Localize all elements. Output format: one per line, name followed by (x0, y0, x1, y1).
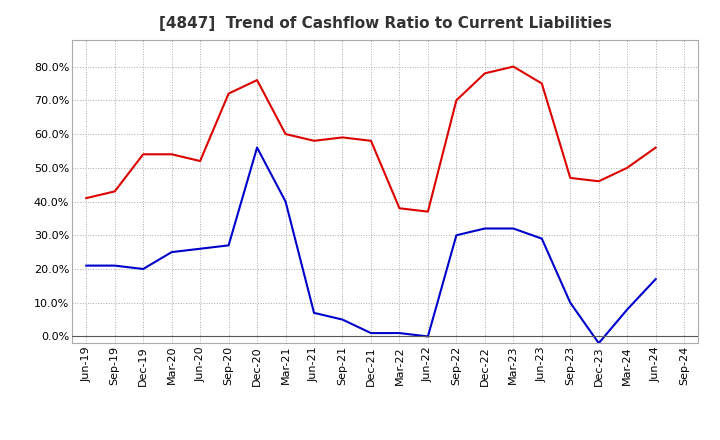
Operating CF to Current Liabilities (423, 209, 432, 214)
Free CF to Current Liabilities (139, 266, 148, 271)
Free CF to Current Liabilities (509, 226, 518, 231)
Free CF to Current Liabilities (537, 236, 546, 241)
Free CF to Current Liabilities (110, 263, 119, 268)
Operating CF to Current Liabilities (480, 71, 489, 76)
Line: Free CF to Current Liabilities: Free CF to Current Liabilities (86, 147, 656, 343)
Free CF to Current Liabilities (82, 263, 91, 268)
Operating CF to Current Liabilities (395, 205, 404, 211)
Operating CF to Current Liabilities (167, 152, 176, 157)
Operating CF to Current Liabilities (366, 138, 375, 143)
Title: [4847]  Trend of Cashflow Ratio to Current Liabilities: [4847] Trend of Cashflow Ratio to Curren… (159, 16, 611, 32)
Operating CF to Current Liabilities (225, 91, 233, 96)
Operating CF to Current Liabilities (537, 81, 546, 86)
Free CF to Current Liabilities (338, 317, 347, 322)
Free CF to Current Liabilities (310, 310, 318, 315)
Free CF to Current Liabilities (652, 276, 660, 282)
Operating CF to Current Liabilities (566, 175, 575, 180)
Free CF to Current Liabilities (225, 243, 233, 248)
Free CF to Current Liabilities (167, 249, 176, 255)
Operating CF to Current Liabilities (110, 189, 119, 194)
Free CF to Current Liabilities (395, 330, 404, 336)
Free CF to Current Liabilities (623, 307, 631, 312)
Line: Operating CF to Current Liabilities: Operating CF to Current Liabilities (86, 66, 656, 212)
Free CF to Current Liabilities (595, 341, 603, 346)
Operating CF to Current Liabilities (652, 145, 660, 150)
Operating CF to Current Liabilities (82, 195, 91, 201)
Operating CF to Current Liabilities (509, 64, 518, 69)
Operating CF to Current Liabilities (338, 135, 347, 140)
Operating CF to Current Liabilities (253, 77, 261, 83)
Free CF to Current Liabilities (282, 199, 290, 204)
Free CF to Current Liabilities (253, 145, 261, 150)
Operating CF to Current Liabilities (310, 138, 318, 143)
Operating CF to Current Liabilities (139, 152, 148, 157)
Operating CF to Current Liabilities (595, 179, 603, 184)
Operating CF to Current Liabilities (196, 158, 204, 164)
Operating CF to Current Liabilities (623, 165, 631, 170)
Free CF to Current Liabilities (480, 226, 489, 231)
Free CF to Current Liabilities (366, 330, 375, 336)
Free CF to Current Liabilities (566, 300, 575, 305)
Operating CF to Current Liabilities (282, 132, 290, 137)
Free CF to Current Liabilities (423, 334, 432, 339)
Operating CF to Current Liabilities (452, 98, 461, 103)
Free CF to Current Liabilities (196, 246, 204, 251)
Free CF to Current Liabilities (452, 233, 461, 238)
